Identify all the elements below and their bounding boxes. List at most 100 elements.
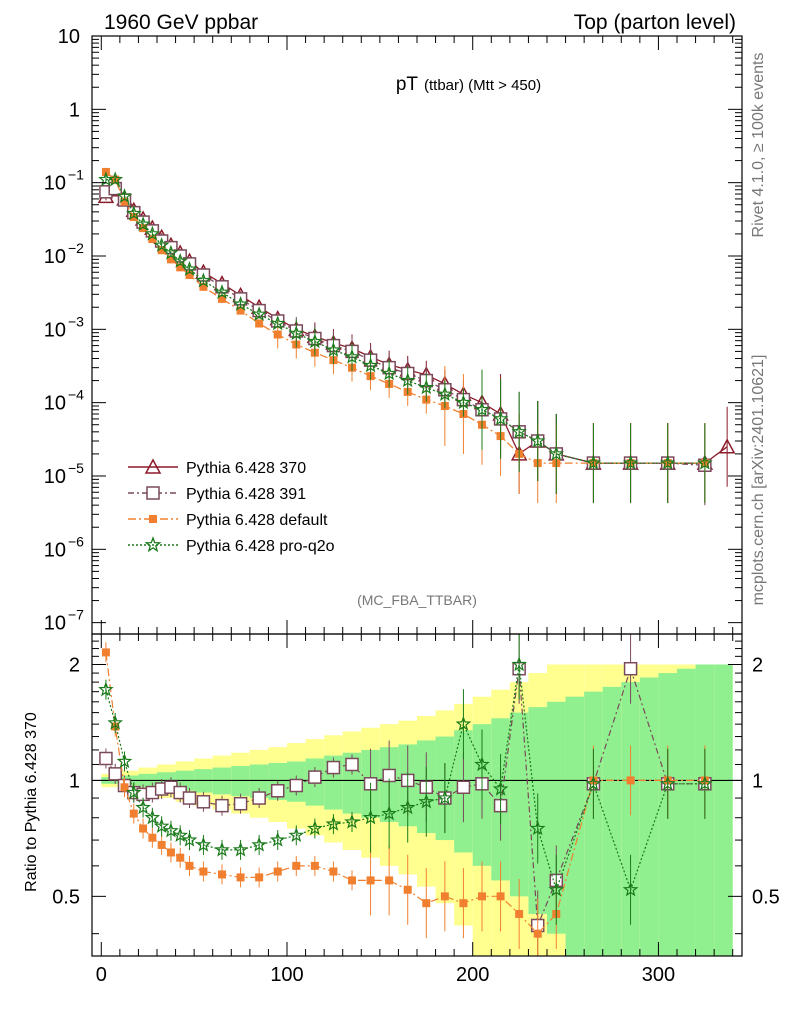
ratio-point-default: [348, 876, 356, 885]
main-markers-layer: [97, 167, 736, 506]
ratio-point-default: [101, 648, 110, 657]
data-point-default: [157, 246, 166, 255]
ratio-point-default: [273, 867, 282, 876]
ratio-point-pro-q2o: [381, 805, 397, 821]
data-point-pro-q2o: [548, 445, 565, 461]
data-point-pro-q2o: [437, 386, 453, 402]
x-tick-label: 0: [96, 964, 107, 986]
y-tick-exponent: −1: [68, 167, 84, 183]
ratio-point-391: [289, 778, 304, 793]
data-point-pro-q2o: [107, 171, 124, 187]
ratio-point-pro-q2o: [144, 809, 161, 825]
legend-entry-370: Pythia 6.428 370: [128, 458, 306, 477]
band-inner: [602, 686, 622, 956]
ratio-y-tick-label-right: 1: [752, 770, 763, 792]
ratio-ylabel: Ratio to Pythia 6.428 370: [23, 712, 40, 892]
y-tick-label: 10: [44, 319, 66, 341]
data-point-pro-q2o: [307, 333, 323, 349]
data-point-default: [166, 255, 175, 264]
data-point-default: [236, 306, 245, 315]
legend-square-marker: [146, 486, 160, 500]
legend-filled-square-marker: [149, 515, 157, 523]
ratio-line-pro-q2o: [105, 664, 705, 892]
data-point-default: [176, 263, 185, 272]
ratio-point-pro-q2o: [344, 813, 360, 829]
x-tick-label: 300: [642, 964, 675, 986]
ratio-point-default: [385, 876, 394, 885]
legend-entry-391: Pythia 6.428 391: [128, 486, 306, 503]
header-right: Top (parton level): [574, 11, 736, 34]
ratio-point-default: [148, 833, 157, 842]
y-tick-label: 10: [44, 246, 66, 268]
ratio-point-pro-q2o: [135, 799, 151, 815]
data-point-pro-q2o: [153, 237, 170, 252]
ratio-point-default: [515, 909, 524, 918]
data-point-default: [273, 330, 282, 339]
data-point-pro-q2o: [697, 454, 713, 470]
ratio-point-pro-q2o: [269, 831, 286, 847]
ratio-point-391: [623, 661, 638, 676]
ratio-point-default: [310, 861, 319, 870]
ratio-point-default: [440, 892, 449, 901]
x-tick-label: 200: [456, 964, 489, 986]
ratio-point-default: [218, 870, 226, 879]
ratio-point-pro-q2o: [399, 799, 416, 815]
ratio-point-pro-q2o: [116, 753, 133, 769]
ratio-point-391: [456, 780, 471, 794]
ratio-uncertainty-bands: [101, 664, 733, 956]
ratio-point-391: [182, 791, 197, 805]
ratio-point-391: [252, 791, 266, 805]
ratio-point-pro-q2o: [125, 784, 142, 800]
data-point-370: [718, 438, 736, 454]
ratio-line-default: [105, 652, 705, 935]
ratio-point-default: [459, 899, 468, 908]
ratio-point-pro-q2o: [172, 827, 189, 842]
ratio-series-layer: [98, 634, 713, 956]
ratio-point-pro-q2o: [697, 775, 713, 791]
ratio-point-pro-q2o: [232, 841, 249, 857]
data-point-pro-q2o: [144, 225, 161, 241]
y-tick-label: 10: [44, 173, 66, 195]
ratio-point-default: [329, 867, 338, 876]
ratio-point-default: [166, 848, 175, 857]
ratio-point-default: [478, 892, 486, 901]
ratio-point-391: [233, 796, 248, 811]
plot-title-sub: (ttbar) (Mtt > 450): [424, 77, 541, 94]
x-tick-label: 100: [270, 964, 303, 986]
ratio-point-default: [496, 892, 505, 901]
y-tick-exponent: −6: [68, 533, 84, 549]
data-point-pro-q2o: [659, 454, 676, 470]
ratio-point-default: [626, 776, 635, 785]
series-line-pro-q2o: [105, 178, 705, 464]
legend-label-pro-q2o: Pythia 6.428 pro-q2o: [186, 538, 335, 555]
legend-star-marker: [144, 536, 162, 553]
data-point-default: [148, 235, 157, 244]
y-tick-label: 10: [44, 466, 66, 488]
data-point-default: [185, 271, 194, 280]
ratio-y-tick-label-right: 0.5: [752, 886, 780, 908]
ratio-point-pro-q2o: [548, 881, 565, 897]
ratio-point-default: [199, 867, 208, 876]
ratio-point-default: [157, 840, 166, 849]
ratio-y-tick-label: 1: [69, 770, 80, 792]
data-point-pro-q2o: [455, 394, 472, 410]
ratio-y-tick-label-right: 2: [752, 654, 763, 676]
ratio-point-pro-q2o: [437, 789, 453, 805]
legend-label-370: Pythia 6.428 370: [186, 460, 306, 477]
ratio-y-tick-label: 2: [69, 654, 80, 676]
y-tick-exponent: −3: [68, 313, 84, 329]
ratio-point-pro-q2o: [251, 836, 267, 852]
ratio-point-391: [270, 784, 285, 798]
band-inner: [231, 766, 250, 797]
ratio-point-pro-q2o: [153, 818, 170, 834]
ratio-point-pro-q2o: [107, 714, 124, 730]
mcplots-label: mcplots.cern.ch [arXiv:2401.10621]: [750, 355, 767, 606]
ratio-point-pro-q2o: [325, 815, 342, 831]
data-point-pro-q2o: [172, 252, 189, 268]
plot-title: pT: [396, 74, 419, 95]
band-inner: [584, 691, 603, 956]
analysis-watermark: (MC_FBA_TTBAR): [357, 592, 477, 608]
band-inner: [714, 664, 733, 956]
ratio-point-391: [99, 751, 113, 766]
data-point-pro-q2o: [585, 454, 602, 470]
